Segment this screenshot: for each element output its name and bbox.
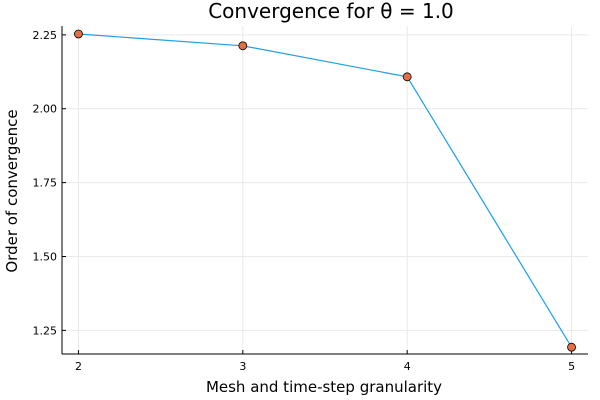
data-point bbox=[238, 41, 248, 51]
y-tick-label: 1.50 bbox=[33, 250, 58, 263]
grid bbox=[62, 26, 588, 354]
data-point bbox=[74, 29, 83, 39]
x-tick-label: 3 bbox=[239, 360, 246, 373]
series-line bbox=[78, 33, 573, 348]
x-tick-label: 2 bbox=[75, 360, 82, 373]
chart-title: Convergence for θ = 1.0 bbox=[208, 0, 454, 23]
data-point bbox=[567, 342, 576, 352]
ticks: 2 3 4 5 1.25 1.50 1.75 2.00 2.25 bbox=[33, 29, 576, 373]
y-tick-label: 1.25 bbox=[33, 324, 58, 337]
y-tick-label: 2.25 bbox=[33, 29, 58, 42]
x-tick-label: 5 bbox=[568, 360, 575, 373]
x-tick-label: 4 bbox=[404, 360, 411, 373]
data-point bbox=[402, 72, 412, 82]
y-axis-label: Order of convergence bbox=[3, 109, 21, 272]
y-tick-label: 2.00 bbox=[33, 103, 58, 116]
series-layer bbox=[74, 29, 576, 352]
x-axis-label: Mesh and time-step granularity bbox=[206, 378, 442, 396]
y-tick-label: 1.75 bbox=[33, 177, 58, 190]
axes bbox=[61, 26, 588, 355]
